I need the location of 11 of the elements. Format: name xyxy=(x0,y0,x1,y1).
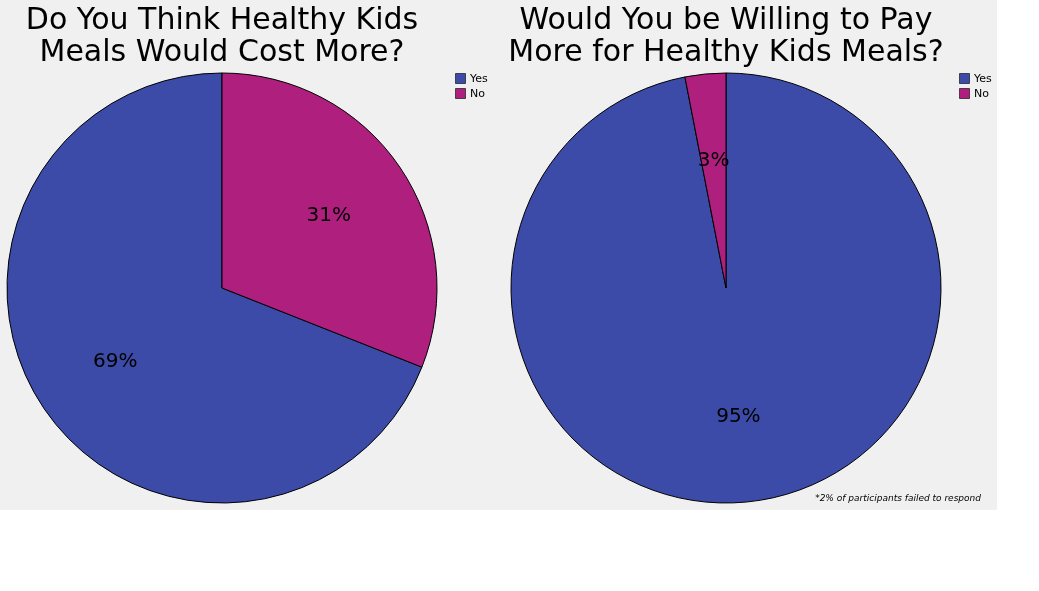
text: *2% of participants failed to respond xyxy=(815,493,982,503)
text: Would You be Willing to Pay xyxy=(519,1,933,36)
data-label: 69% xyxy=(93,347,138,372)
text: Do You Think Healthy Kids xyxy=(25,1,419,36)
data-label: 31% xyxy=(306,202,351,227)
data-label: 95% xyxy=(716,403,761,428)
legend-label: Yes xyxy=(973,71,993,85)
legend-label: No xyxy=(470,86,486,100)
legend-label: No xyxy=(974,86,990,100)
legend-label: Yes xyxy=(469,71,489,85)
pie-slice xyxy=(510,72,942,504)
